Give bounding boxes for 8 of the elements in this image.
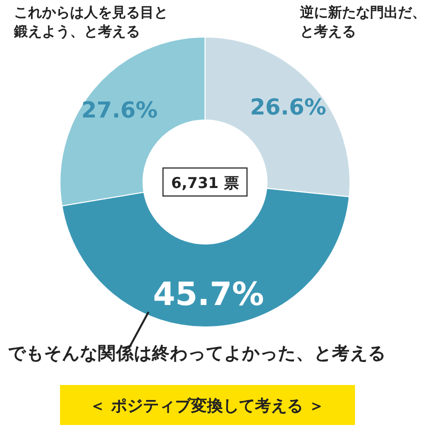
slice-label: これからは人を見る目と鍛えよう、と考える bbox=[14, 4, 169, 42]
data-label: 45.7% bbox=[153, 275, 264, 314]
text: 6,731 票 bbox=[171, 174, 239, 192]
slice-label: でもそんな関係は終わってよかった、と考える bbox=[8, 343, 387, 366]
slice-label: 逆に新たな門出だ、と考える bbox=[300, 4, 427, 42]
text: ＜ ポジティブ変換して考える ＞ bbox=[89, 396, 325, 415]
data-label: 26.6% bbox=[250, 96, 326, 121]
data-label: 27.6% bbox=[81, 98, 158, 124]
